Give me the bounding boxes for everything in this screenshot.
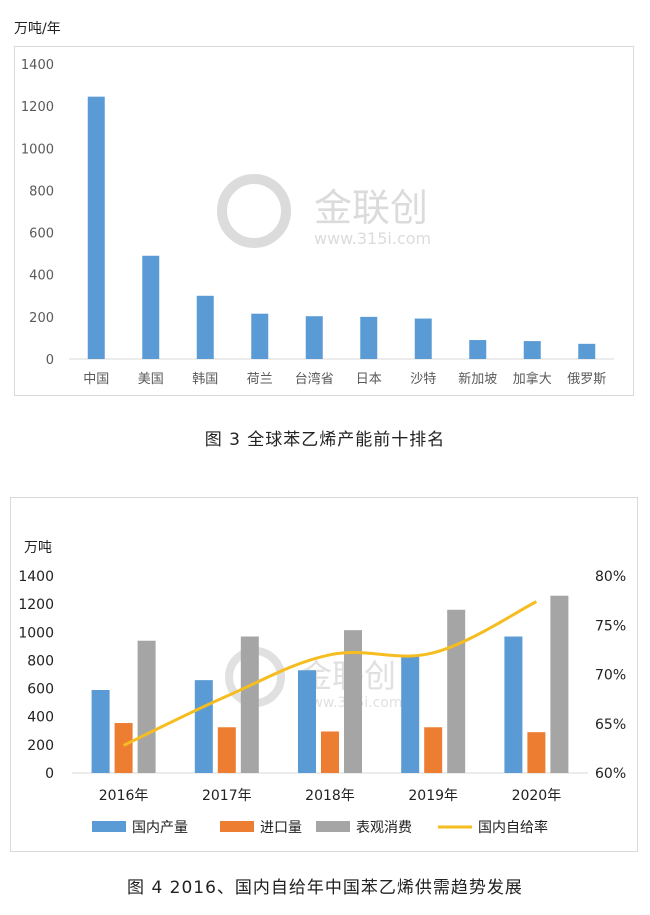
chart1-x-tick-label: 沙特 xyxy=(410,372,436,387)
chart1-bar xyxy=(305,316,323,359)
chart2-x-tick-label: 2017年 xyxy=(202,788,252,804)
chart2-bar-2 xyxy=(240,636,259,773)
chart1-x-tick-label: 台湾省 xyxy=(295,371,334,387)
chart2-bar-0 xyxy=(504,636,523,773)
chart2-bar-1 xyxy=(217,727,236,773)
legend-swatch xyxy=(92,821,126,832)
legend-label: 表观消费 xyxy=(356,820,412,836)
chart2-bar-1 xyxy=(424,727,443,773)
chart2-x-tick-label: 2016年 xyxy=(99,788,149,804)
chart1-bar xyxy=(360,316,378,359)
chart2-bar-0 xyxy=(401,654,420,773)
chart1-unit-label: 万吨/年 xyxy=(14,21,61,37)
legend-swatch xyxy=(316,821,350,832)
chart1-x-tick-label: 美国 xyxy=(138,372,164,387)
chart1-y-tick-label: 200 xyxy=(29,311,54,326)
chart2-bar-0 xyxy=(194,680,213,773)
chart1-svg: 金联创 www.315i.com 0 200 400 600 800 1000 1200 14… xyxy=(14,46,634,396)
chart2-y-tick-label: 1000 xyxy=(18,625,54,641)
chart2-svg: 金联创 www.315i.com 02004006008001000120014… xyxy=(10,497,638,852)
chart1-frame xyxy=(14,46,634,396)
chart1-bar xyxy=(142,255,160,359)
chart1-y-tick-label: 0 xyxy=(46,353,54,368)
legend-label: 国内自给率 xyxy=(478,819,548,836)
chart1-y-tick-label: 1000 xyxy=(21,142,54,157)
chart2-y-tick-label: 200 xyxy=(27,738,54,754)
chart2-y2-tick-label: 70% xyxy=(595,668,626,684)
chart1-y-tick-label: 1200 xyxy=(21,100,54,115)
chart1-bar xyxy=(251,313,269,359)
chart2-unit-label: 万吨 xyxy=(24,540,52,556)
chart2-frame xyxy=(10,497,638,852)
chart2-bar-2 xyxy=(447,609,466,773)
chart1-bar xyxy=(414,318,432,359)
chart1-bar xyxy=(578,343,596,359)
chart2-y2-tick-label: 80% xyxy=(595,569,626,585)
chart2-bar-1 xyxy=(321,731,339,773)
chart1-y-tick-label: 800 xyxy=(29,184,54,199)
chart2-bar-2 xyxy=(550,595,569,773)
watermark-brand: 金联创 xyxy=(314,186,428,230)
chart2-bar-2 xyxy=(344,630,362,773)
chart2-y-tick-label: 1200 xyxy=(18,597,54,613)
chart2-bar-2 xyxy=(137,640,156,773)
chart2-y2-tick-label: 75% xyxy=(595,618,626,634)
chart2-y-tick-label: 0 xyxy=(45,766,54,782)
chart1-bar xyxy=(87,96,105,360)
chart2-bar-0 xyxy=(91,689,110,773)
legend-swatch xyxy=(220,821,254,832)
chart1-caption: 图 3 全球苯乙烯产能前十排名 xyxy=(204,430,446,450)
chart2-y-tick-label: 400 xyxy=(27,710,54,726)
chart2-x-tick-label: 2019年 xyxy=(408,788,458,804)
chart1-y-tick-label: 600 xyxy=(29,227,54,242)
chart1-x-tick-label: 新加坡 xyxy=(458,371,497,387)
legend-label: 进口量 xyxy=(260,820,302,836)
chart2-x-tick-label: 2020年 xyxy=(512,788,562,804)
chart1-x-tick-label: 俄罗斯 xyxy=(567,372,606,387)
chart1-x-tick-label: 韩国 xyxy=(192,372,218,387)
chart2-bar-0 xyxy=(298,670,316,773)
chart1-x-tick-label: 荷兰 xyxy=(247,372,273,387)
chart1-x-tick-label: 中国 xyxy=(83,372,109,387)
chart2-y-tick-label: 800 xyxy=(27,653,54,669)
watermark-logo xyxy=(217,174,291,248)
chart2-bar-1 xyxy=(527,732,546,773)
chart1-x-tick-label: 加拿大 xyxy=(513,371,552,387)
chart1-bar xyxy=(196,295,214,359)
chart1-bar xyxy=(469,340,487,359)
chart2-x-tick-label: 2018年 xyxy=(305,788,355,804)
watermark-url: www.315i.com xyxy=(314,229,431,248)
chart2-y-tick-label: 1400 xyxy=(18,569,54,585)
chart1-y-tick-label: 400 xyxy=(29,269,54,284)
chart2-y2-tick-label: 65% xyxy=(595,717,626,733)
legend-label: 国内产量 xyxy=(132,820,188,836)
chart2-bar-1 xyxy=(114,723,133,773)
chart1-y-tick-label: 1400 xyxy=(21,58,54,73)
watermark: 金联创 www.315i.com xyxy=(217,174,431,248)
chart2-y-tick-label: 600 xyxy=(27,682,54,698)
chart2-y2-tick-label: 60% xyxy=(595,766,626,782)
chart1-bar xyxy=(523,341,541,359)
chart1-x-tick-label: 日本 xyxy=(356,372,382,387)
chart2-caption: 图 4 2016、国内自给年中国苯乙烯供需趋势发展 xyxy=(127,878,523,898)
